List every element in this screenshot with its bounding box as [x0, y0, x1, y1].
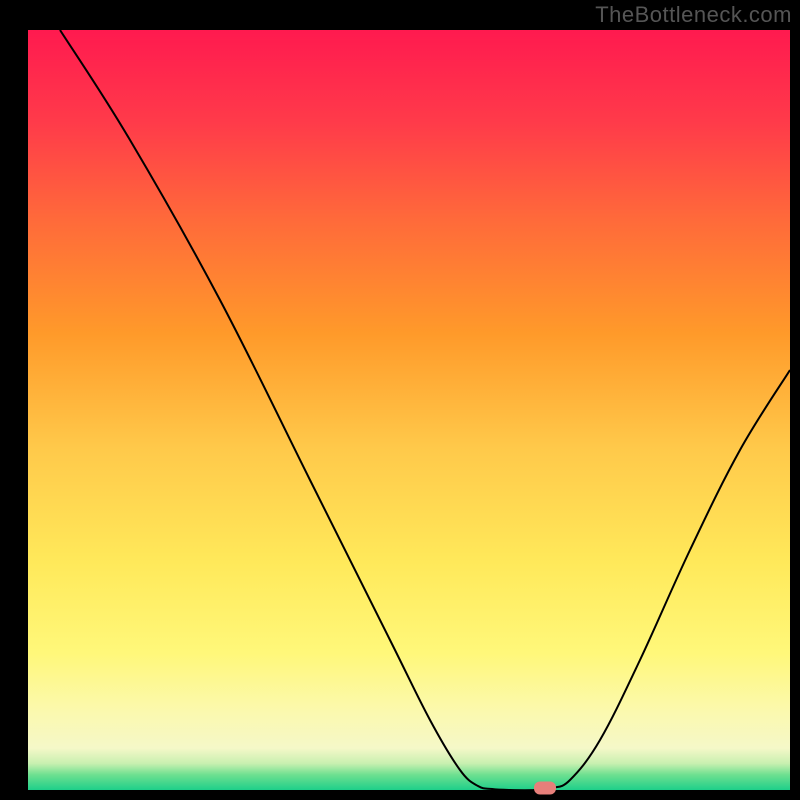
chart-svg	[0, 0, 800, 800]
chart-canvas: TheBottleneck.com	[0, 0, 800, 800]
optimum-marker	[534, 782, 556, 795]
plot-background	[28, 30, 790, 790]
watermark-text: TheBottleneck.com	[595, 2, 792, 28]
